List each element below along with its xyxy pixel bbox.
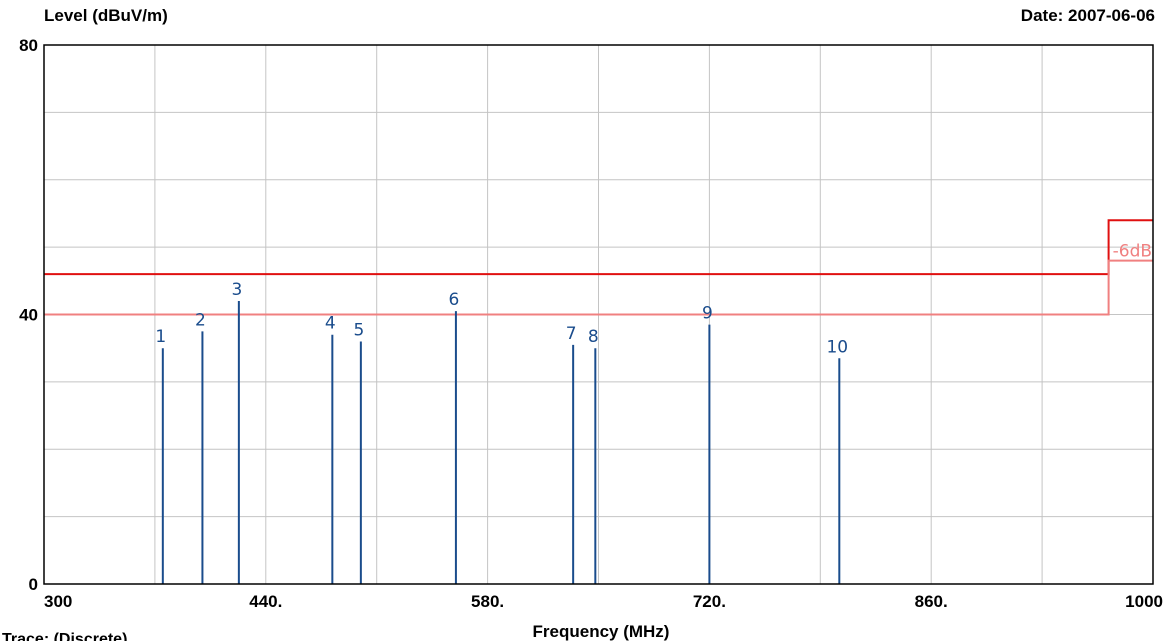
- marker-label-3: 3: [231, 280, 242, 300]
- marker-label-6: 6: [449, 290, 460, 310]
- x-tick-label: 720.: [693, 592, 726, 611]
- marker-label-10: 10: [826, 337, 848, 357]
- marker-lines: 1 2 3 4 5 6 7 8 9 10: [155, 280, 848, 584]
- limit-annotation: -6dB: [1113, 242, 1152, 262]
- y-tick-label: 0: [29, 575, 38, 594]
- x-tick-label: 580.: [471, 592, 504, 611]
- marker-label-8: 8: [588, 327, 599, 347]
- x-tick-labels: 300 440. 580. 720. 860. 1000: [44, 592, 1163, 611]
- limit-lines: [44, 219, 1153, 316]
- trace-label: Trace: (Discrete): [2, 631, 127, 641]
- x-tick-label: 300: [44, 592, 72, 611]
- date-label: Date: 2007-06-06: [1021, 6, 1155, 25]
- y-tick-labels: 0 40 80: [19, 36, 38, 594]
- marker-label-4: 4: [325, 314, 336, 334]
- y-tick-label: 40: [19, 306, 38, 325]
- x-axis-label: Frequency (MHz): [533, 622, 670, 641]
- marker-label-5: 5: [353, 320, 364, 340]
- plot-frame: [43, 44, 1154, 585]
- x-tick-label: 440.: [249, 592, 282, 611]
- limit-line-6dB: [44, 259, 1153, 316]
- y-axis-label: Level (dBuV/m): [44, 6, 168, 25]
- marker-label-2: 2: [195, 310, 206, 330]
- x-tick-label: 860.: [915, 592, 948, 611]
- limit-line-limit: [44, 219, 1153, 276]
- y-tick-label: 80: [19, 36, 38, 55]
- x-tick-label: 1000: [1125, 592, 1163, 611]
- marker-label-9: 9: [702, 304, 713, 324]
- marker-label-7: 7: [566, 324, 577, 344]
- marker-label-1: 1: [155, 327, 166, 347]
